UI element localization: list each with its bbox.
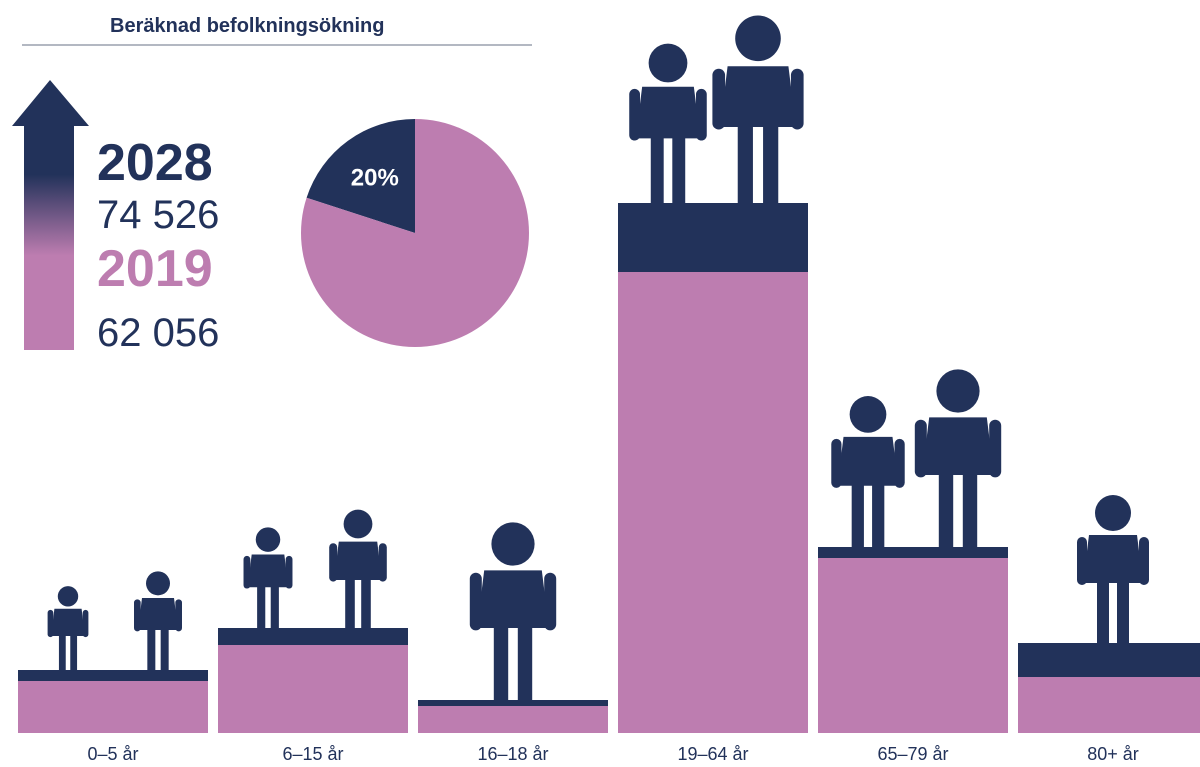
figure-leg	[493, 625, 509, 700]
figure-arm	[544, 572, 557, 631]
legend-total-2019: 62 056	[97, 311, 219, 355]
figure-body	[477, 570, 549, 628]
figure-leg	[938, 472, 954, 547]
x-tick-label: 6–15 år	[282, 744, 343, 764]
figure-leg	[737, 124, 753, 203]
figure-arm	[989, 419, 1002, 478]
x-tick-label: 19–64 år	[677, 744, 748, 764]
figure-arm	[894, 438, 905, 488]
legend-name-2028: 2028	[97, 134, 213, 192]
figure-arm	[134, 599, 141, 632]
figure-head	[57, 586, 79, 607]
figure-head	[735, 15, 781, 62]
figure-arm	[790, 68, 804, 130]
figure-leg	[70, 634, 78, 670]
figure-head	[255, 527, 281, 552]
figure-leg	[361, 578, 371, 628]
figure-arm	[831, 438, 842, 488]
bar	[1018, 677, 1200, 733]
figure-arm	[469, 572, 482, 631]
figure-arm	[378, 543, 387, 582]
figure-body	[720, 66, 796, 127]
figure-arm	[285, 555, 293, 589]
growth-arrow	[12, 80, 89, 350]
figure-arm	[712, 68, 726, 130]
figure-leg	[147, 628, 156, 670]
x-tick-label: 65–79 år	[877, 744, 948, 764]
figure-body	[1083, 535, 1143, 583]
figure-leg	[851, 483, 864, 547]
figure-arm	[175, 599, 182, 632]
figure-body	[138, 598, 178, 630]
pie-slice	[306, 119, 415, 233]
figure-body	[247, 554, 289, 588]
figure-head	[1095, 495, 1131, 531]
figure-arm	[914, 419, 927, 478]
figure-arm	[695, 88, 707, 141]
pie-slice	[301, 119, 529, 348]
figure-arm	[629, 88, 641, 141]
x-tick-label: 80+ år	[1087, 744, 1139, 764]
legend-name-2019: 2019	[97, 240, 213, 298]
figure-arm	[1077, 537, 1087, 585]
figure-arm	[82, 609, 89, 638]
x-tick-label: 0–5 år	[87, 744, 138, 764]
figures	[47, 15, 1149, 700]
figure-body	[922, 417, 994, 475]
figure-leg	[1097, 581, 1109, 643]
figure-leg	[1117, 581, 1129, 643]
pie-label: 20%	[351, 165, 399, 192]
figure-body	[635, 86, 701, 139]
figure-arm	[243, 555, 251, 589]
figure-head	[491, 522, 535, 566]
figure-head	[849, 396, 887, 433]
bar	[218, 645, 408, 733]
figure-leg	[517, 625, 533, 700]
chart-title: Beräknad befolkningsökning	[110, 15, 384, 37]
figure-body	[837, 436, 899, 486]
figure-leg	[672, 136, 686, 203]
figure-head	[936, 369, 980, 413]
figure-leg	[160, 628, 169, 670]
x-tick-label: 16–18 år	[477, 744, 548, 764]
figure-body	[51, 608, 85, 636]
figure-leg	[58, 634, 66, 670]
figure-leg	[650, 136, 664, 203]
figure-body	[334, 541, 382, 580]
bar	[618, 272, 808, 733]
figure-arm	[1139, 537, 1149, 585]
figure-leg	[257, 585, 266, 628]
bar	[418, 706, 608, 733]
legend-total-2028: 74 526	[97, 193, 219, 237]
figure-head	[648, 43, 688, 83]
figure-leg	[270, 585, 279, 628]
bar	[818, 558, 1008, 733]
figure-head	[343, 509, 373, 539]
figure-head	[146, 571, 170, 596]
figure-leg	[872, 483, 885, 547]
bar	[18, 681, 208, 733]
figure-arm	[47, 609, 54, 638]
figure-leg	[962, 472, 978, 547]
figure-leg	[345, 578, 355, 628]
figure-leg	[763, 124, 779, 203]
figure-arm	[329, 543, 338, 582]
